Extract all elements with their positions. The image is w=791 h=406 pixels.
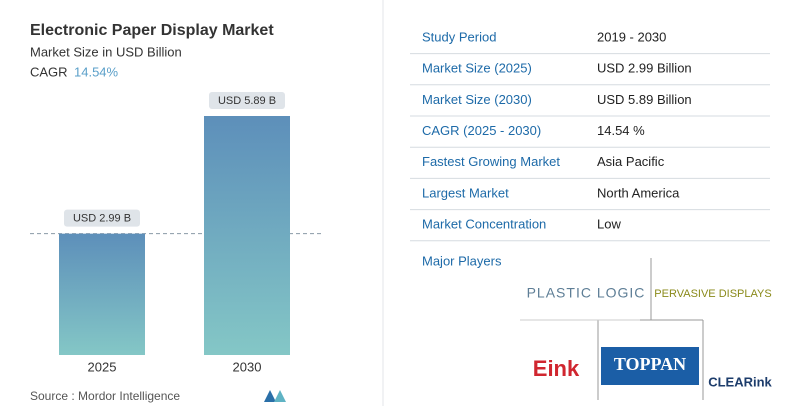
chart-subtitle: Market Size in USD Billion: [30, 44, 182, 59]
row-label: CAGR (2025 - 2030): [422, 123, 541, 138]
players-title: Major Players: [422, 253, 502, 268]
source-logo: [264, 390, 286, 402]
bar: [59, 233, 145, 355]
row-label: Market Size (2025): [422, 61, 532, 76]
x-tick-label: 2030: [233, 359, 262, 374]
logo-grid: [520, 258, 704, 400]
x-tick-label: 2025: [88, 359, 117, 374]
row-value: North America: [597, 185, 680, 200]
row-value: Asia Pacific: [597, 154, 665, 169]
row-label: Market Concentration: [422, 217, 546, 232]
bar: [204, 116, 290, 355]
player-logo: Eink: [533, 356, 580, 381]
cagr-value: 14.54%: [74, 64, 119, 79]
player-logo: PLASTIC LOGIC: [527, 285, 646, 301]
row-value: USD 5.89 Billion: [597, 92, 692, 107]
value-label-bg: [64, 209, 140, 227]
row-label: Fastest Growing Market: [422, 154, 560, 169]
row-label: Market Size (2030): [422, 92, 532, 107]
row-value: USD 2.99 Billion: [597, 61, 692, 76]
value-label-bg: [209, 92, 285, 109]
info-table: Study Period 2019 - 2030 Market Size (2025…: [410, 29, 770, 242]
value-label: USD 2.99 B: [73, 213, 131, 225]
row-value: Low: [597, 217, 621, 232]
row-label: Largest Market: [422, 185, 509, 200]
player-logo: PERVASIVE DISPLAYS: [654, 288, 771, 300]
row-value: 14.54 %: [597, 123, 645, 138]
value-label: USD 5.89 B: [218, 95, 276, 107]
source: Source : Mordor Intelligence: [30, 389, 180, 403]
player-logo: TOPPAN: [614, 354, 686, 374]
row-label: Study Period: [422, 29, 496, 44]
player-logo: CLEARink: [708, 374, 772, 389]
row-value: 2019 - 2030: [597, 29, 666, 44]
cagr-label: CAGR: [30, 64, 68, 79]
chart-title: Electronic Paper Display Market: [30, 22, 274, 39]
